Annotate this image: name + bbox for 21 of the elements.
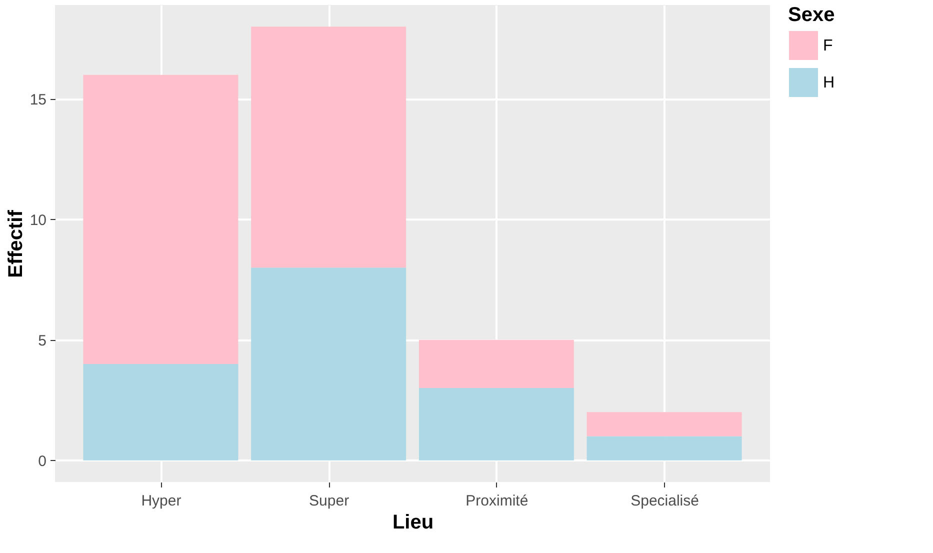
x-tick-label: Specialisé xyxy=(630,492,699,510)
y-tick-label: 10 xyxy=(30,212,46,229)
bar xyxy=(586,412,742,436)
x-tick-label: Proximité xyxy=(466,492,528,510)
x-tick-label: Hyper xyxy=(141,492,182,510)
bar xyxy=(251,26,406,268)
x-axis-title: Lieu xyxy=(392,512,434,534)
legend-label: F xyxy=(823,38,833,54)
bar xyxy=(418,340,574,388)
y-axis-title: Effectif xyxy=(4,210,27,278)
legend-label: H xyxy=(823,74,835,92)
bar xyxy=(586,436,742,460)
legend-title: Sexe xyxy=(788,4,835,26)
y-tick-label: 15 xyxy=(30,91,46,108)
bar xyxy=(83,74,238,364)
bar xyxy=(83,364,238,460)
y-tick-label: 0 xyxy=(38,452,46,470)
y-tick-label: 5 xyxy=(38,332,46,350)
x-tick-label: Super xyxy=(309,492,350,510)
bar xyxy=(418,388,574,460)
bar xyxy=(251,268,406,460)
